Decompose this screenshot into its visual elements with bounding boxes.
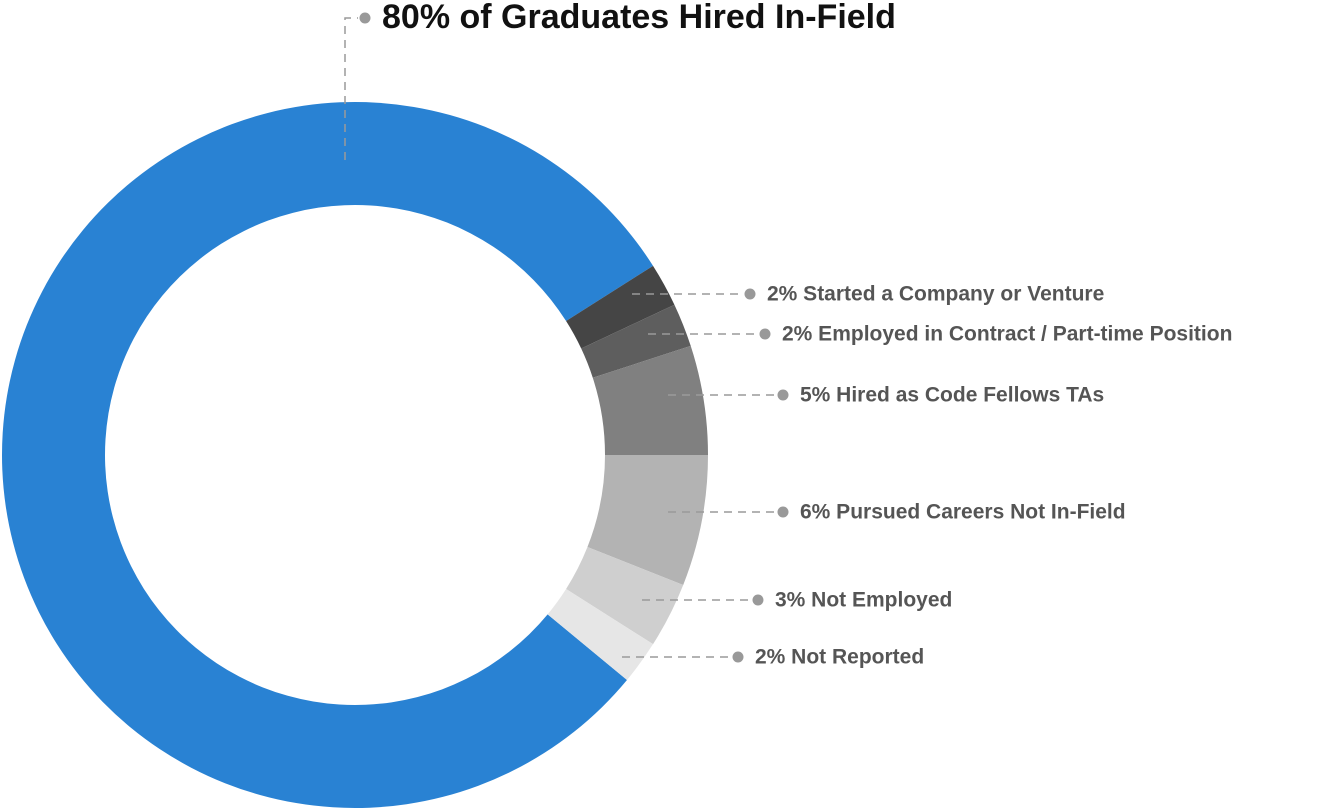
leader-dot (777, 389, 789, 401)
leader-line (344, 17, 358, 160)
segment-label: 3% Not Employed (775, 589, 952, 612)
leader-dot (777, 506, 789, 518)
donut-segment (1, 101, 654, 809)
donut-segment (592, 345, 708, 455)
segment-label: 2% Not Reported (755, 646, 924, 669)
leader-dot (752, 594, 764, 606)
segment-label: 2% Employed in Contract / Part-time Posi… (782, 323, 1232, 346)
donut-segment (566, 547, 684, 645)
segment-label: 2% Started a Company or Venture (767, 283, 1104, 306)
donut-segment (581, 304, 691, 378)
donut-segment (587, 455, 708, 585)
leader-dot (759, 328, 771, 340)
leader-dot (359, 12, 371, 24)
chart-title: 80% of Graduates Hired In-Field (382, 0, 896, 36)
donut-segment (566, 265, 675, 349)
segment-label: 6% Pursued Careers Not In-Field (800, 501, 1126, 524)
segment-label: 5% Hired as Code Fellows TAs (800, 384, 1104, 407)
leader-dot (732, 651, 744, 663)
leader-dot (744, 288, 756, 300)
